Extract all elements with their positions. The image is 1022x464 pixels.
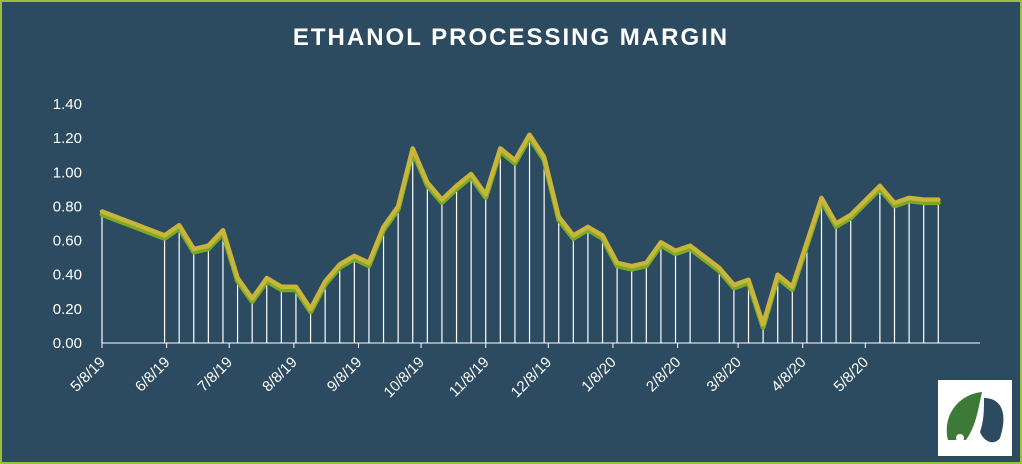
data-point — [236, 276, 240, 280]
data-point — [542, 155, 546, 159]
series-lines — [99, 132, 941, 330]
data-point — [294, 285, 298, 289]
x-tick-label: 8/8/19 — [259, 354, 301, 396]
data-point — [279, 285, 283, 289]
x-axis: 5/8/19 6/8/19 7/8/19 8/8/19 9/8/19 10/8/19 11/… — [67, 342, 980, 401]
data-point — [265, 276, 269, 280]
data-point — [659, 240, 663, 244]
data-point — [601, 233, 605, 237]
data-point — [761, 322, 765, 326]
data-point — [100, 210, 104, 214]
data-point — [323, 280, 327, 284]
x-tick-label: 6/8/19 — [132, 354, 174, 396]
data-point — [352, 254, 356, 258]
data-point — [177, 223, 181, 227]
y-tick-label: 0.20 — [53, 301, 82, 318]
data-point — [834, 222, 838, 225]
data-point — [250, 297, 254, 301]
x-tick-label: 9/8/19 — [324, 354, 366, 396]
x-tick-label: 10/8/19 — [381, 354, 428, 401]
data-point — [674, 249, 678, 253]
y-tick-label: 0.60 — [53, 233, 82, 250]
data-point — [206, 244, 210, 248]
y-axis: 0.00 0.20 0.40 0.60 0.80 1.00 1.20 1.40 — [53, 96, 82, 352]
data-point — [644, 261, 648, 265]
data-point — [907, 196, 911, 200]
y-tick-label: 0.00 — [53, 335, 82, 352]
x-tick-label: 3/8/20 — [703, 354, 745, 396]
data-point — [878, 184, 882, 188]
data-point — [849, 213, 853, 217]
y-tick-label: 1.20 — [53, 130, 82, 147]
y-tick-label: 1.00 — [53, 164, 82, 181]
data-point — [747, 278, 751, 282]
data-point — [936, 198, 940, 202]
x-tick-label: 4/8/20 — [768, 354, 810, 396]
data-point — [455, 184, 459, 188]
data-point — [630, 264, 634, 268]
data-point — [557, 215, 561, 219]
data-point — [440, 198, 444, 202]
data-point — [688, 244, 692, 248]
y-tick-label: 0.80 — [53, 198, 82, 215]
series-shadow-line — [99, 135, 941, 330]
data-point — [498, 146, 502, 150]
data-point — [425, 181, 429, 185]
x-tick-label: 2/8/20 — [643, 354, 685, 396]
x-tick-label: 7/8/19 — [195, 354, 237, 396]
data-point — [732, 283, 736, 287]
data-point — [820, 196, 824, 200]
data-points — [100, 133, 940, 326]
data-point — [790, 285, 794, 289]
y-tick-label: 0.40 — [53, 267, 82, 284]
data-point — [484, 192, 488, 196]
x-tick-label: 12/8/19 — [508, 354, 555, 401]
company-logo — [938, 380, 1012, 456]
data-point — [309, 307, 313, 311]
data-point — [586, 225, 590, 229]
data-point — [513, 158, 517, 162]
series-line — [99, 132, 941, 327]
drop-lines — [101, 134, 939, 343]
data-point — [396, 204, 400, 208]
data-point — [192, 247, 196, 251]
data-point — [469, 172, 473, 176]
data-point — [615, 261, 619, 265]
data-point — [805, 240, 809, 244]
data-point — [776, 273, 780, 277]
data-point — [892, 201, 896, 205]
data-point — [528, 133, 532, 137]
data-point — [411, 146, 415, 150]
data-point — [367, 261, 371, 265]
data-point — [571, 233, 575, 237]
chart-title: ETHANOL PROCESSING MARGIN — [292, 24, 730, 51]
y-tick-label: 1.40 — [53, 96, 82, 113]
data-point — [717, 266, 721, 270]
data-point — [382, 225, 386, 229]
data-point — [221, 228, 225, 232]
x-tick-label: 5/8/19 — [67, 354, 109, 396]
x-tick-label: 5/8/20 — [831, 354, 873, 396]
x-tick-label: 11/8/19 — [446, 354, 493, 401]
data-point — [922, 198, 926, 202]
data-point — [338, 262, 342, 266]
x-tick-label: 1/8/20 — [578, 354, 620, 396]
data-point — [163, 233, 167, 237]
